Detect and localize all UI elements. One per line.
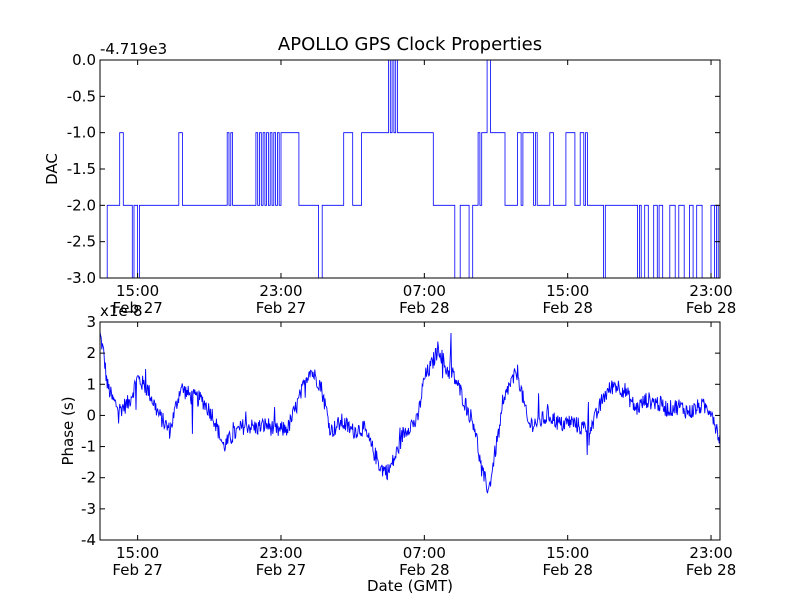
dac-offset-label: -4.719e3	[100, 40, 167, 58]
dac-axes-frame	[99, 59, 721, 279]
x-tick-label-time: 23:00	[259, 544, 302, 562]
y-tick-label: -2	[81, 469, 96, 487]
y-tick-label: 3	[86, 313, 96, 331]
x-tick-label-time: 15:00	[116, 282, 159, 300]
phase-axes-frame	[99, 321, 721, 541]
dac-series-group	[100, 59, 721, 279]
phase-yticks: 3 2 1 0 -1 -2 -3 -4	[81, 313, 720, 549]
y-tick-label: -2.0	[67, 196, 96, 214]
x-tick-label-date: Feb 28	[542, 561, 592, 579]
x-tick-label-time: 07:00	[403, 544, 446, 562]
y-tick-label: -2.5	[67, 233, 96, 251]
y-tick-label: -1	[81, 438, 96, 456]
dac-yticks: 0.0 -0.5 -1.0 -1.5 -2.0 -2.5 -3.0	[67, 51, 720, 287]
x-tick-label-date: Feb 27	[112, 561, 162, 579]
x-tick-label-date: Feb 28	[686, 299, 736, 317]
phase-series-group	[99, 331, 721, 494]
figure-title: APOLLO GPS Clock Properties	[278, 34, 542, 55]
y-tick-label: -3.0	[67, 269, 96, 287]
x-tick-label-date: Feb 28	[399, 299, 449, 317]
series-line	[99, 331, 721, 494]
y-tick-label: 2	[86, 344, 96, 362]
x-tick-label-date: Feb 27	[256, 561, 306, 579]
y-tick-label: -1.5	[67, 160, 96, 178]
x-tick-label-time: 15:00	[116, 544, 159, 562]
x-tick-label-date: Feb 28	[399, 561, 449, 579]
phase-ylabel: Phase (s)	[59, 396, 77, 465]
y-tick-label: 0.0	[72, 51, 96, 69]
x-tick-label-date: Feb 28	[686, 561, 736, 579]
y-tick-label: -4	[81, 531, 96, 549]
x-tick-label-time: 15:00	[546, 282, 589, 300]
y-tick-label: -3	[81, 500, 96, 518]
series-line	[100, 59, 721, 279]
y-tick-label: -0.5	[67, 87, 96, 105]
y-tick-label: 0	[86, 406, 96, 424]
dac-ylabel: DAC	[43, 153, 61, 185]
x-tick-label-date: Feb 27	[112, 299, 162, 317]
y-tick-label: -1.0	[67, 124, 96, 142]
x-tick-label-time: 23:00	[259, 282, 302, 300]
x-tick-label-time: 07:00	[403, 282, 446, 300]
x-tick-label-date: Feb 28	[542, 299, 592, 317]
x-tick-label-time: 15:00	[546, 544, 589, 562]
y-tick-label: 1	[86, 375, 96, 393]
x-tick-label-date: Feb 27	[256, 299, 306, 317]
phase-offset-label: x1e-8	[100, 302, 143, 320]
x-tick-label-time: 23:00	[689, 544, 732, 562]
x-axis-label: Date (GMT)	[367, 577, 453, 595]
x-tick-label-time: 23:00	[689, 282, 732, 300]
